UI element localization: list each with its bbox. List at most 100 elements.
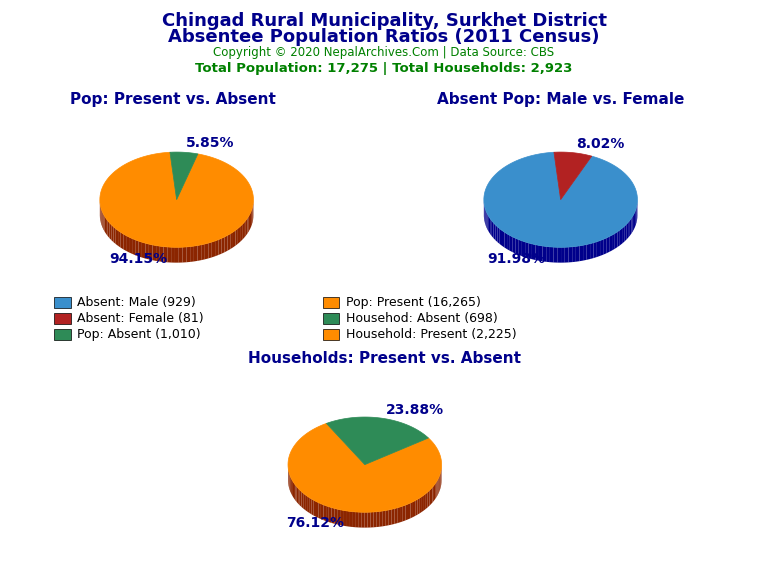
Polygon shape <box>364 512 367 528</box>
Polygon shape <box>624 225 626 242</box>
Polygon shape <box>218 238 221 255</box>
Polygon shape <box>334 509 337 524</box>
Polygon shape <box>323 505 326 521</box>
Polygon shape <box>429 489 431 506</box>
Polygon shape <box>240 225 242 242</box>
Polygon shape <box>332 507 334 524</box>
Polygon shape <box>630 218 631 236</box>
Polygon shape <box>326 417 429 465</box>
Polygon shape <box>164 247 167 262</box>
Polygon shape <box>303 493 305 510</box>
Polygon shape <box>352 511 355 527</box>
Polygon shape <box>576 246 580 262</box>
Polygon shape <box>250 211 251 229</box>
Text: Household: Present (2,225): Household: Present (2,225) <box>346 328 516 341</box>
Polygon shape <box>587 244 590 260</box>
Polygon shape <box>395 508 397 524</box>
Polygon shape <box>431 487 432 504</box>
Polygon shape <box>428 490 429 507</box>
Polygon shape <box>175 247 179 263</box>
Polygon shape <box>389 509 392 525</box>
Polygon shape <box>367 512 370 528</box>
Polygon shape <box>316 501 319 518</box>
Polygon shape <box>634 211 635 229</box>
Text: 91.98%: 91.98% <box>487 252 545 266</box>
Text: Households: Present vs. Absent: Households: Present vs. Absent <box>247 351 521 366</box>
Text: Absent: Female (81): Absent: Female (81) <box>77 312 204 325</box>
Polygon shape <box>106 218 108 236</box>
Text: Pop: Absent (1,010): Pop: Absent (1,010) <box>77 328 200 341</box>
Polygon shape <box>626 222 628 240</box>
Polygon shape <box>510 236 513 252</box>
Text: Pop: Present vs. Absent: Pop: Present vs. Absent <box>70 92 276 107</box>
Polygon shape <box>298 488 300 505</box>
Text: Househod: Absent (698): Househod: Absent (698) <box>346 312 498 325</box>
Polygon shape <box>326 506 329 522</box>
Polygon shape <box>434 484 435 501</box>
Polygon shape <box>532 244 535 260</box>
Polygon shape <box>313 500 316 517</box>
Polygon shape <box>609 235 612 252</box>
Polygon shape <box>418 498 420 514</box>
Polygon shape <box>288 423 442 512</box>
Polygon shape <box>432 486 434 502</box>
Polygon shape <box>558 247 561 263</box>
Polygon shape <box>420 497 422 513</box>
Polygon shape <box>422 495 424 512</box>
Polygon shape <box>572 247 576 262</box>
Polygon shape <box>488 217 490 234</box>
Polygon shape <box>242 222 244 240</box>
Polygon shape <box>124 234 126 251</box>
Polygon shape <box>244 221 246 238</box>
Polygon shape <box>302 491 303 509</box>
Polygon shape <box>620 228 622 245</box>
Polygon shape <box>329 507 332 523</box>
Polygon shape <box>293 482 294 499</box>
Text: Total Population: 17,275 | Total Households: 2,923: Total Population: 17,275 | Total Househo… <box>195 62 573 75</box>
Polygon shape <box>118 230 121 248</box>
Polygon shape <box>415 499 418 516</box>
Polygon shape <box>376 511 379 527</box>
Polygon shape <box>197 245 201 261</box>
Polygon shape <box>406 504 408 520</box>
Polygon shape <box>494 223 495 240</box>
Polygon shape <box>114 227 116 244</box>
Polygon shape <box>346 511 349 526</box>
Polygon shape <box>518 240 522 256</box>
Polygon shape <box>600 239 603 256</box>
Polygon shape <box>307 496 310 513</box>
Polygon shape <box>631 216 633 234</box>
Polygon shape <box>490 219 492 236</box>
Polygon shape <box>183 247 187 263</box>
Text: 76.12%: 76.12% <box>286 516 344 530</box>
Polygon shape <box>247 216 249 234</box>
Polygon shape <box>413 501 415 517</box>
Polygon shape <box>486 212 488 230</box>
Polygon shape <box>546 247 550 262</box>
Polygon shape <box>564 247 568 263</box>
Polygon shape <box>109 223 111 240</box>
Polygon shape <box>187 247 190 262</box>
Text: Absent Pop: Male vs. Female: Absent Pop: Male vs. Female <box>437 92 684 107</box>
Polygon shape <box>400 506 402 522</box>
Polygon shape <box>435 482 436 499</box>
Polygon shape <box>156 245 160 262</box>
Polygon shape <box>358 512 361 528</box>
Text: Absent: Male (929): Absent: Male (929) <box>77 296 196 309</box>
Polygon shape <box>597 241 600 257</box>
Polygon shape <box>373 511 376 527</box>
Polygon shape <box>525 242 528 258</box>
Polygon shape <box>100 152 253 247</box>
Polygon shape <box>507 234 510 251</box>
Polygon shape <box>411 502 413 518</box>
Polygon shape <box>505 232 507 249</box>
Text: 94.15%: 94.15% <box>110 252 167 266</box>
Polygon shape <box>554 152 591 200</box>
Polygon shape <box>522 241 525 257</box>
Polygon shape <box>108 221 109 238</box>
Polygon shape <box>535 245 539 261</box>
Polygon shape <box>296 487 298 503</box>
Polygon shape <box>129 237 132 254</box>
Polygon shape <box>528 243 532 259</box>
Polygon shape <box>153 245 156 261</box>
